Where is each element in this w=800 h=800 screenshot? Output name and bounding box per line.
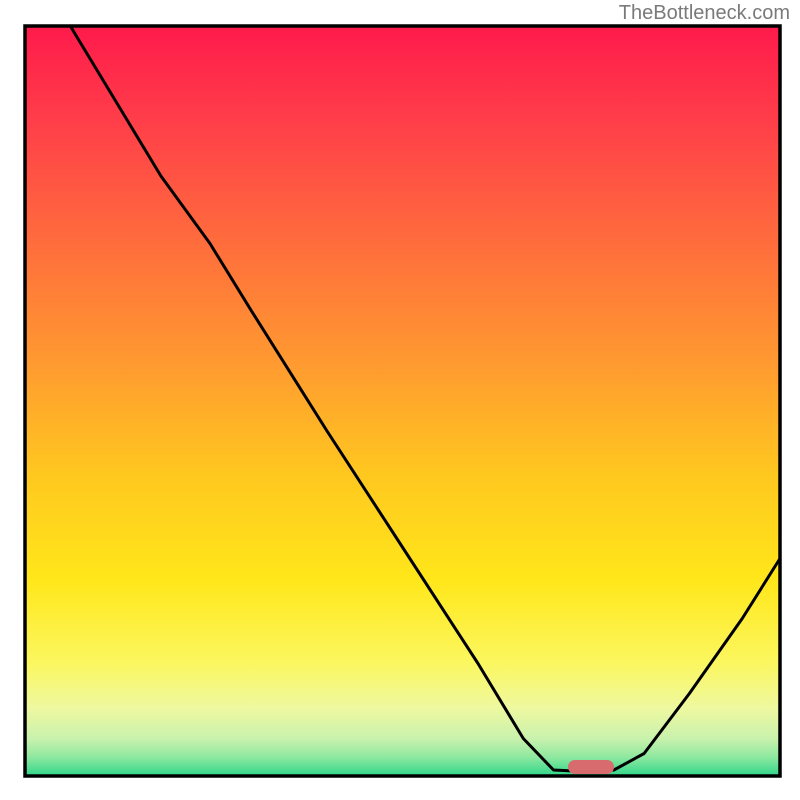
chart-container: TheBottleneck.com bbox=[0, 0, 800, 800]
bottleneck-chart bbox=[0, 0, 800, 800]
optimal-point-marker bbox=[568, 760, 614, 774]
watermark-text: TheBottleneck.com bbox=[619, 2, 790, 25]
